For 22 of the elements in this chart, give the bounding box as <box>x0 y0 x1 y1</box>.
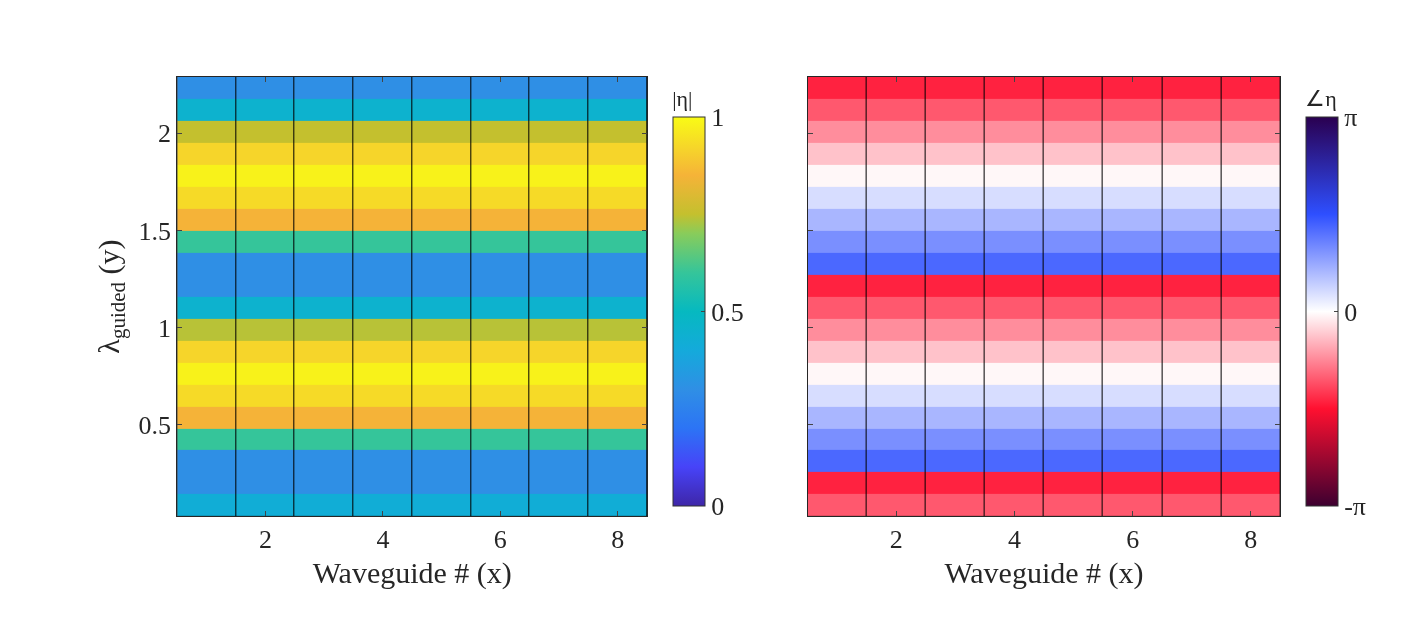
y-tick-label: 2 <box>158 119 172 149</box>
x-tick-label: 4 <box>376 525 390 555</box>
y-tick-label: 1 <box>158 313 172 343</box>
x-tick-label: 8 <box>611 525 625 555</box>
x-axis-title: Waveguide # (x) <box>312 555 512 590</box>
color-bar-label: π <box>1344 103 1358 133</box>
color-bar-label: 1 <box>711 103 725 133</box>
x-tick-label: 8 <box>1244 525 1258 555</box>
x-axis-title: Waveguide # (x) <box>944 555 1144 590</box>
color-bar-title: ∠η <box>1305 86 1337 112</box>
color-bar-label: -π <box>1344 492 1366 522</box>
x-tick-label: 4 <box>1007 525 1021 555</box>
x-tick-label: 2 <box>889 525 903 555</box>
color-bar-label: 0 <box>1344 297 1358 327</box>
x-tick-label: 6 <box>493 525 507 555</box>
color-bar-title: |η| <box>672 86 693 112</box>
color-bar-label: 0 <box>711 492 725 522</box>
y-tick-label: 1.5 <box>138 216 172 246</box>
x-tick-label: 2 <box>258 525 272 555</box>
color-bar-label: 0.5 <box>711 297 744 327</box>
y-tick-label: 0.5 <box>138 410 172 440</box>
x-tick-label: 6 <box>1126 525 1140 555</box>
